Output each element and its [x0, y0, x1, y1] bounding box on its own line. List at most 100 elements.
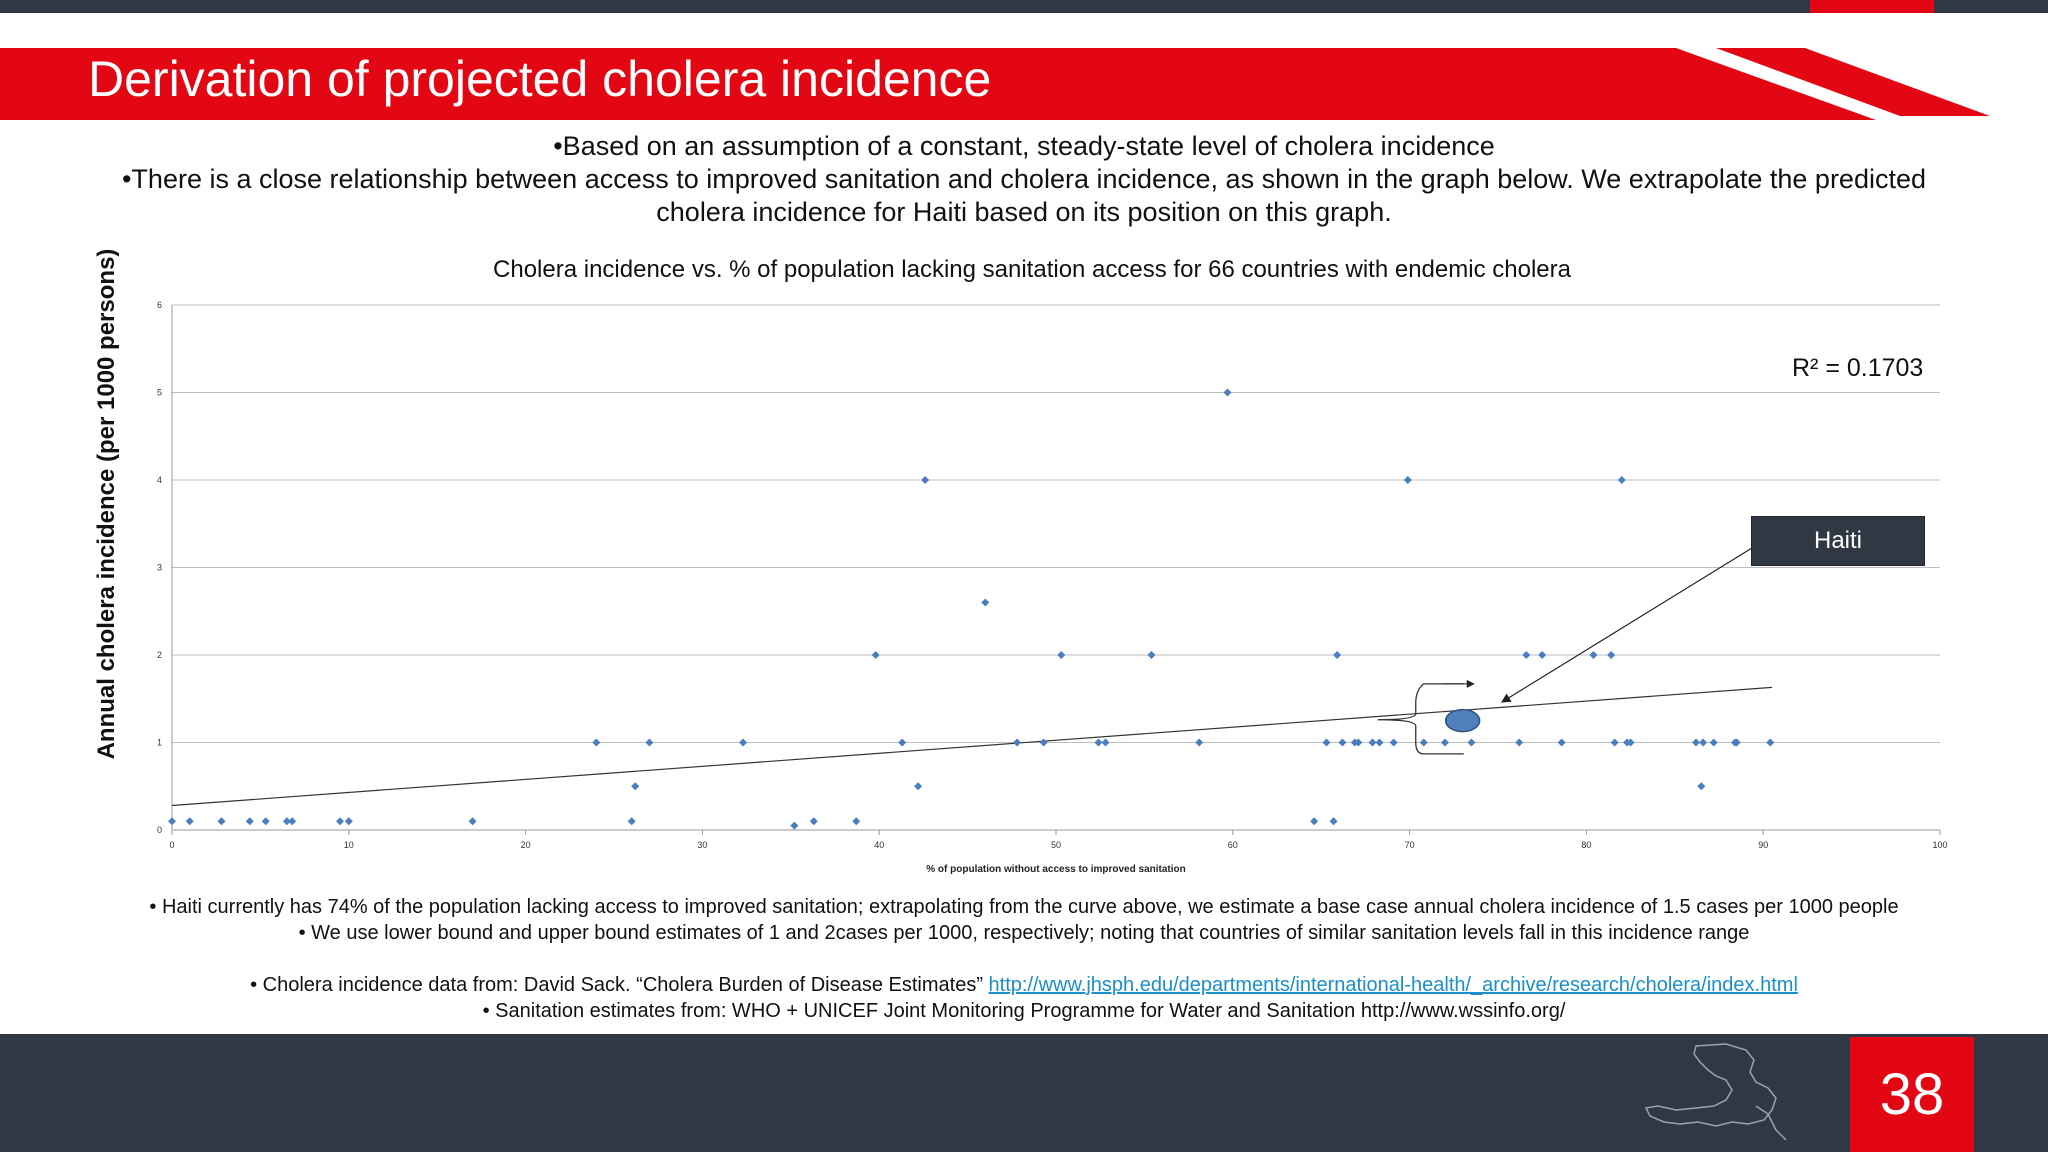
y-tick-label: 6 — [157, 300, 162, 310]
source-text: • Cholera incidence data from: David Sac… — [250, 974, 989, 996]
y-tick-label: 5 — [157, 388, 162, 398]
data-point — [245, 817, 254, 826]
data-point — [217, 817, 226, 826]
bottom-bar — [0, 1034, 2048, 1152]
data-point — [1557, 738, 1566, 747]
note-line: • We use lower bound and upper bound est… — [298, 922, 1750, 944]
data-point — [1709, 738, 1718, 747]
data-point — [898, 738, 907, 747]
data-point — [1732, 738, 1741, 747]
data-point — [1589, 651, 1598, 659]
data-point — [921, 476, 930, 484]
data-point — [1354, 738, 1363, 747]
y-tick-label: 3 — [157, 563, 162, 573]
y-axis-label: Annual cholera incidence (per 1000 perso… — [93, 248, 120, 760]
data-point — [282, 817, 291, 826]
data-point — [1223, 388, 1232, 397]
data-point — [1403, 476, 1412, 484]
haiti-point — [1444, 708, 1481, 733]
haiti-callout-arrow — [1500, 547, 1753, 703]
data-point — [981, 598, 990, 607]
data-point — [468, 817, 477, 826]
data-point — [1057, 651, 1066, 659]
x-tick-label: 90 — [1758, 840, 1768, 850]
data-point — [1515, 738, 1524, 747]
y-tick-label: 2 — [157, 650, 162, 660]
x-tick-label: 40 — [874, 840, 884, 850]
data-point — [185, 817, 194, 826]
data-point — [739, 738, 748, 747]
data-point — [1039, 738, 1048, 747]
x-tick-label: 100 — [1932, 840, 1947, 850]
data-point — [627, 817, 636, 826]
slide-title: Derivation of projected cholera incidenc… — [88, 51, 992, 107]
y-tick-label: 0 — [157, 825, 162, 835]
top-accent-bar — [1810, 0, 1934, 13]
data-point — [1626, 738, 1635, 747]
data-point — [261, 817, 270, 826]
top-bar — [0, 0, 2048, 13]
intro-line: cholera incidence for Haiti based on its… — [656, 197, 1392, 227]
x-tick-label: 0 — [169, 840, 174, 850]
data-point — [1538, 651, 1547, 659]
data-point — [645, 738, 654, 747]
data-point — [871, 651, 880, 659]
title-banner — [0, 48, 1990, 120]
data-point — [1195, 738, 1204, 747]
data-point — [1094, 738, 1103, 747]
intro-line: •Based on an assumption of a constant, s… — [553, 131, 1495, 161]
x-tick-label: 70 — [1405, 840, 1415, 850]
data-point — [1692, 738, 1701, 747]
sources: • Cholera incidence data from: David Sac… — [0, 972, 2048, 1024]
data-point — [1699, 738, 1708, 747]
source-line: • Cholera incidence data from: David Sac… — [0, 972, 2048, 998]
x-tick-label: 80 — [1581, 840, 1591, 850]
x-tick-label: 60 — [1228, 840, 1238, 850]
data-point — [1467, 738, 1476, 747]
data-point — [168, 817, 176, 826]
intro-line: •There is a close relationship between a… — [121, 164, 1927, 194]
data-point — [1375, 738, 1384, 747]
note-line: • Haiti currently has 74% of the populat… — [149, 896, 1899, 918]
data-point — [852, 817, 861, 826]
data-point — [344, 817, 353, 826]
data-point — [1013, 738, 1022, 747]
haiti-map-icon — [1644, 1043, 1787, 1141]
data-point — [1607, 651, 1616, 659]
data-point — [1368, 738, 1377, 747]
source-link[interactable]: http://www.jhsph.edu/departments/interna… — [988, 974, 1798, 996]
data-point — [1389, 738, 1398, 747]
data-point — [1310, 817, 1319, 826]
data-point — [1697, 782, 1706, 791]
data-point — [1147, 651, 1156, 659]
data-point — [1419, 738, 1428, 747]
data-point — [335, 817, 344, 826]
source-line: • Sanitation estimates from: WHO + UNICE… — [482, 1000, 1566, 1022]
trendline — [171, 686, 1773, 807]
data-point — [592, 738, 601, 747]
x-tick-label: 10 — [344, 840, 354, 850]
data-point — [1322, 738, 1331, 747]
x-tick-label: 20 — [521, 840, 531, 850]
data-point — [1617, 476, 1626, 484]
data-point — [1101, 738, 1110, 747]
notes: • Haiti currently has 74% of the populat… — [0, 894, 2048, 946]
x-axis-label: % of population without access to improv… — [926, 864, 1185, 875]
data-point — [790, 821, 799, 830]
r-squared-label: R² = 0.1703 — [1792, 354, 1924, 382]
data-point — [1440, 738, 1449, 747]
y-tick-label: 4 — [157, 475, 162, 485]
chart-title: Cholera incidence vs. % of population la… — [493, 256, 1571, 283]
data-point — [1766, 738, 1775, 747]
data-point — [1338, 738, 1347, 747]
data-point — [631, 782, 640, 791]
x-tick-label: 50 — [1051, 840, 1061, 850]
x-tick-label: 30 — [697, 840, 707, 850]
intro-text: •Based on an assumption of a constant, s… — [0, 130, 2048, 229]
y-tick-label: 1 — [157, 738, 162, 748]
haiti-callout: Haiti — [1751, 516, 1925, 566]
data-point — [1329, 817, 1338, 826]
data-point — [1333, 651, 1342, 659]
data-point — [809, 817, 818, 826]
